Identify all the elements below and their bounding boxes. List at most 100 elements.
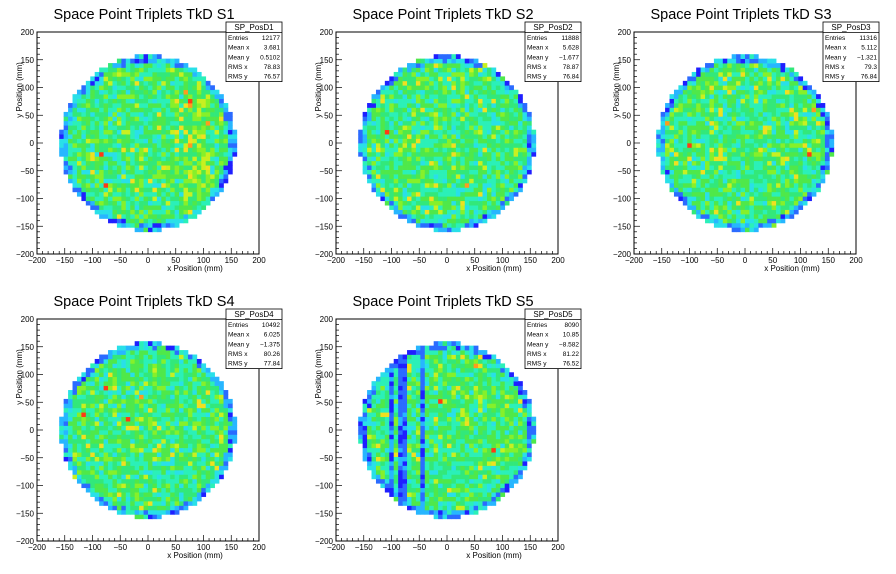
heatmap-bin [749,80,755,86]
heatmap-bin [152,89,158,95]
heatmap-bin [705,98,710,104]
heatmap-bin [362,120,368,126]
heatmap-bin [116,174,122,179]
heatmap-bin [125,116,131,122]
heatmap-bin [161,67,167,73]
heatmap-bin [156,200,162,206]
heatmap-bin [72,169,78,175]
heatmap-bin [112,151,118,157]
heatmap-bin [691,134,697,139]
heatmap-bin [170,354,175,360]
heatmap-bin [780,120,786,126]
heatmap-bin [433,76,439,82]
heatmap-bin [161,469,167,475]
heatmap-bin [447,178,452,184]
heatmap-bin [429,138,435,144]
heatmap-bin [112,416,118,422]
heatmap-bin [94,456,100,462]
heatmap-bin [727,178,733,184]
heatmap-bin [130,403,136,409]
heatmap-bin [709,125,715,131]
heatmap-bin [143,452,149,457]
heatmap-bin [491,151,497,157]
heatmap-bin [682,151,688,157]
heatmap-bin [433,174,439,179]
heatmap-bin [687,85,693,91]
heatmap-bin [402,160,408,166]
heatmap-bin [170,218,175,224]
x-tick-label: 50 [171,256,180,265]
heatmap-bin [76,169,82,175]
heatmap-bin [451,103,457,108]
heatmap-bin [130,169,136,175]
heatmap-bin [170,416,175,422]
heatmap-bin [464,191,470,197]
heatmap-bin [700,80,706,86]
heatmap-bin [210,187,215,193]
heatmap-bin [513,147,519,153]
heatmap-bin [451,191,457,197]
heatmap-bin [718,129,724,135]
heatmap-bin [367,151,372,157]
heatmap-bin [504,107,510,113]
heatmap-bin [210,89,215,95]
heatmap-bin [762,89,768,95]
heatmap-bin [455,160,461,166]
heatmap-bin [500,80,506,86]
heatmap-bin [469,187,474,193]
heatmap-bin [420,116,426,122]
heatmap-bin [700,147,706,153]
heatmap-bin [85,452,91,457]
heatmap-bin [214,111,220,117]
heatmap-bin [758,178,764,184]
heatmap-bin [486,143,492,148]
heatmap-bin [99,94,104,99]
heatmap-bin [442,218,448,224]
heatmap-bin [152,125,158,131]
heatmap-bin [829,147,835,153]
heatmap-bin [165,174,171,179]
heatmap-bin [460,134,466,139]
heatmap-bin [201,107,207,113]
heatmap-bin [776,178,781,184]
heatmap-bin [165,143,171,148]
heatmap-bin [807,178,812,184]
heatmap-bin [820,165,826,170]
heatmap-bin [152,407,158,413]
heatmap-bin [148,345,153,351]
heatmap-bin [68,174,73,179]
heatmap-bin [179,134,184,139]
heatmap-bin [94,381,100,386]
y-tick-label: −100 [613,195,632,204]
heatmap-bin [367,174,372,179]
heatmap-bin [429,214,435,219]
heatmap-bin [81,407,87,413]
heatmap-bin [745,67,750,73]
heatmap-bin [753,174,759,179]
heatmap-bin [205,111,211,117]
heatmap-bin [125,160,131,166]
heatmap-bin [424,182,430,188]
heatmap-bin [227,169,233,175]
heatmap-bin [433,129,439,135]
heatmap-bin [691,151,697,157]
heatmap-bin [108,85,113,91]
heatmap-bin [464,214,470,219]
heatmap-bin [134,403,140,409]
heatmap-bin [793,160,799,166]
heatmap-bin [722,58,728,64]
heatmap-bin [130,363,136,369]
heatmap-bin [108,191,113,197]
heatmap-bin [451,222,457,228]
heatmap-bin [776,156,781,162]
heatmap-bin [116,125,122,131]
heatmap-bin [108,120,113,126]
heatmap-bin [201,143,207,148]
heatmap-bin [170,169,175,175]
heatmap-bin [81,412,87,418]
heatmap-bin [165,372,171,378]
heatmap-bin [380,169,386,175]
heatmap-bin [68,425,73,431]
heatmap-bin [72,151,78,157]
heatmap-bin [371,182,377,188]
